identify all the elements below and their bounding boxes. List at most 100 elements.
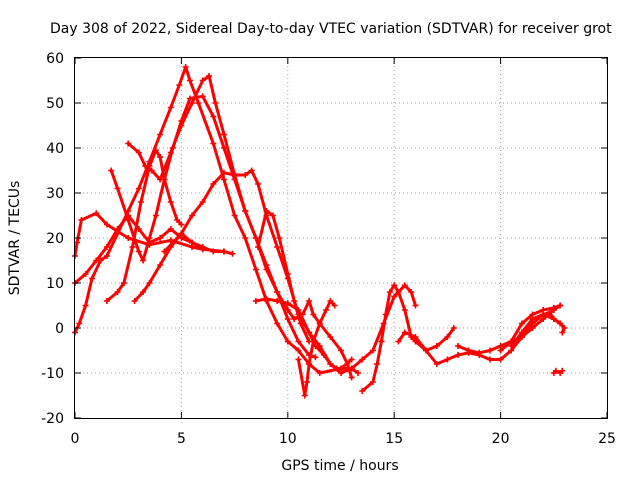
data-point bbox=[327, 361, 334, 367]
series-arc-17 bbox=[550, 367, 566, 376]
data-point bbox=[114, 289, 121, 295]
data-point bbox=[178, 122, 185, 129]
data-point bbox=[540, 311, 547, 318]
data-point bbox=[161, 248, 168, 255]
x-tick-label: 25 bbox=[598, 431, 616, 447]
data-point bbox=[242, 208, 249, 214]
data-point bbox=[169, 239, 176, 246]
data-point bbox=[182, 64, 189, 70]
data-point bbox=[108, 167, 115, 174]
data-point bbox=[125, 217, 132, 223]
series-arc-12 bbox=[359, 282, 457, 394]
series-arc-5 bbox=[103, 147, 185, 304]
data-point bbox=[412, 334, 419, 340]
data-point bbox=[114, 226, 121, 232]
data-point bbox=[212, 100, 219, 106]
data-point bbox=[344, 361, 351, 367]
data-point bbox=[306, 329, 313, 336]
data-point bbox=[333, 365, 340, 372]
y-tick-label: 0 bbox=[55, 321, 64, 337]
series-arc-13 bbox=[395, 311, 564, 367]
data-point bbox=[284, 300, 291, 307]
data-point bbox=[465, 347, 472, 354]
data-point bbox=[248, 167, 255, 174]
series-arc-16 bbox=[508, 309, 568, 349]
data-point bbox=[89, 275, 96, 282]
data-point bbox=[284, 338, 291, 345]
data-point bbox=[550, 304, 557, 311]
data-point bbox=[229, 250, 236, 257]
data-point bbox=[252, 266, 259, 273]
data-point bbox=[306, 361, 313, 367]
y-tick-label: 40 bbox=[46, 141, 64, 157]
data-point bbox=[146, 235, 153, 241]
data-point bbox=[242, 172, 249, 178]
data-point bbox=[231, 172, 238, 178]
data-point bbox=[137, 199, 144, 205]
data-point bbox=[220, 176, 227, 183]
data-point bbox=[476, 349, 483, 356]
series-line bbox=[552, 369, 564, 375]
data-point bbox=[167, 104, 174, 111]
data-point bbox=[444, 356, 451, 363]
data-point bbox=[82, 271, 89, 277]
data-point bbox=[359, 356, 366, 363]
data-point bbox=[174, 217, 181, 223]
data-point bbox=[167, 226, 174, 232]
data-point bbox=[93, 257, 100, 264]
data-point bbox=[557, 302, 564, 309]
data-point bbox=[82, 302, 89, 309]
data-point bbox=[231, 212, 238, 219]
data-point bbox=[395, 289, 402, 295]
data-point bbox=[103, 298, 110, 304]
data-point bbox=[210, 113, 217, 120]
data-point bbox=[401, 282, 408, 289]
data-point bbox=[263, 266, 270, 273]
x-axis-title: GPS time / hours bbox=[281, 458, 398, 474]
y-axis-title: SDTVAR / TECUs bbox=[7, 181, 23, 296]
data-point bbox=[135, 149, 142, 156]
data-series bbox=[72, 64, 568, 399]
data-point bbox=[140, 257, 147, 264]
series-arc-7 bbox=[131, 167, 419, 376]
data-point bbox=[340, 365, 347, 372]
data-point bbox=[423, 347, 430, 354]
data-point bbox=[199, 244, 206, 250]
data-point bbox=[295, 347, 302, 354]
data-point bbox=[78, 217, 85, 223]
x-tick-label: 15 bbox=[385, 431, 403, 447]
data-point bbox=[559, 329, 566, 336]
data-point bbox=[433, 361, 440, 367]
data-point bbox=[546, 309, 553, 316]
data-point bbox=[316, 320, 323, 327]
x-tick-label: 5 bbox=[177, 431, 186, 447]
data-point bbox=[252, 298, 259, 304]
data-point bbox=[125, 235, 132, 241]
data-point bbox=[395, 338, 402, 345]
data-point bbox=[382, 311, 389, 318]
data-point bbox=[338, 347, 344, 354]
data-point bbox=[120, 280, 127, 286]
y-tick-label: 50 bbox=[46, 96, 64, 112]
data-point bbox=[220, 131, 227, 138]
data-point bbox=[125, 140, 132, 147]
data-point bbox=[114, 185, 121, 192]
data-point bbox=[199, 199, 206, 205]
data-point bbox=[355, 370, 362, 376]
series-line bbox=[109, 94, 317, 359]
data-point bbox=[529, 325, 536, 331]
data-point bbox=[242, 235, 249, 241]
series-arc-10 bbox=[255, 208, 313, 345]
series-arc-15 bbox=[497, 302, 564, 354]
data-point bbox=[401, 329, 408, 336]
data-point bbox=[189, 100, 196, 106]
data-point bbox=[186, 77, 193, 84]
series-line bbox=[73, 65, 354, 375]
data-point bbox=[291, 298, 298, 304]
chart-title: Day 308 of 2022, Sidereal Day-to-day VTE… bbox=[50, 21, 612, 37]
data-point bbox=[195, 100, 202, 106]
data-point bbox=[369, 379, 376, 385]
y-tick-label: 10 bbox=[46, 276, 64, 292]
data-point bbox=[284, 316, 291, 322]
data-point bbox=[103, 221, 110, 228]
